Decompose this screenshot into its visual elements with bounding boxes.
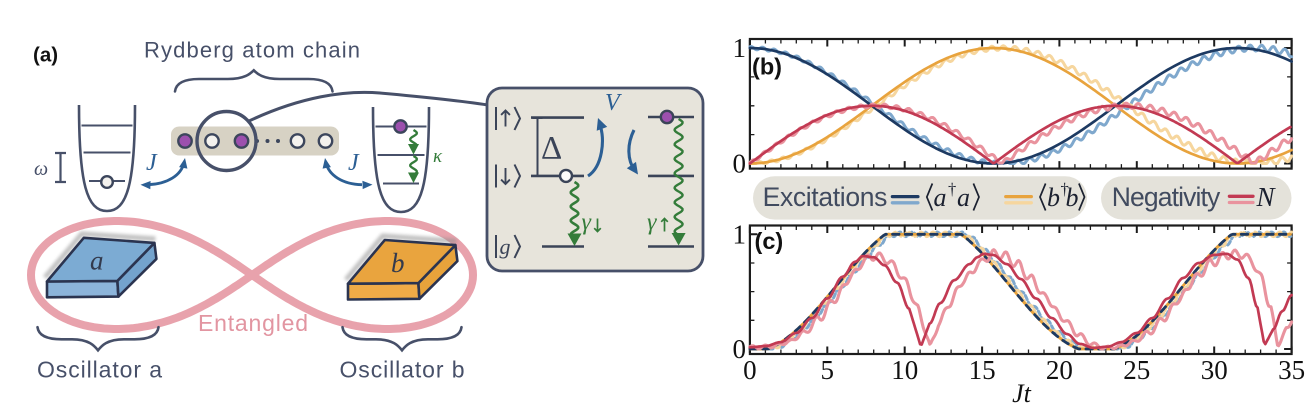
- svg-text:N: N: [1256, 182, 1277, 212]
- svg-text:b: b: [1066, 183, 1079, 212]
- svg-text:Δ: Δ: [541, 131, 562, 167]
- svg-text:V: V: [605, 90, 622, 116]
- svg-text:0: 0: [743, 355, 757, 385]
- svg-text:b: b: [391, 248, 405, 278]
- svg-text:Negativity: Negativity: [1112, 182, 1221, 212]
- svg-text:γ: γ: [647, 210, 657, 236]
- svg-text:†: †: [1061, 180, 1069, 199]
- svg-text:Entangled: Entangled: [198, 310, 308, 336]
- svg-text:a: a: [90, 246, 104, 276]
- svg-text:(c): (c): [755, 228, 784, 254]
- svg-text:b: b: [1047, 183, 1060, 212]
- svg-text:†: †: [948, 180, 956, 199]
- svg-text:5: 5: [821, 355, 835, 385]
- svg-text:a: a: [957, 183, 970, 212]
- svg-text:30: 30: [1201, 355, 1228, 385]
- svg-text:γ: γ: [582, 210, 592, 236]
- svg-text:Excitations: Excitations: [763, 182, 888, 212]
- svg-text:Oscillator b: Oscillator b: [340, 357, 465, 383]
- svg-text:0: 0: [733, 334, 747, 364]
- svg-text:10: 10: [891, 355, 918, 385]
- svg-text:J: J: [146, 150, 158, 176]
- svg-text:κ: κ: [433, 146, 443, 167]
- svg-text:Oscillator a: Oscillator a: [37, 357, 162, 383]
- svg-text:Rydberg atom chain: Rydberg atom chain: [144, 38, 360, 63]
- svg-text:Jt: Jt: [1012, 379, 1032, 408]
- svg-text:35: 35: [1278, 355, 1305, 385]
- svg-text:J: J: [348, 150, 360, 176]
- svg-text:1: 1: [733, 33, 747, 63]
- svg-text:1: 1: [733, 219, 747, 249]
- svg-text:15: 15: [969, 355, 996, 385]
- svg-text:a: a: [934, 183, 947, 212]
- svg-text:ω: ω: [34, 158, 48, 180]
- svg-text:25: 25: [1123, 355, 1150, 385]
- svg-text:g: g: [500, 234, 511, 259]
- svg-text:(b): (b): [752, 53, 782, 79]
- svg-text:20: 20: [1046, 355, 1073, 385]
- svg-text:0: 0: [733, 149, 747, 179]
- svg-text:(a): (a): [33, 44, 58, 67]
